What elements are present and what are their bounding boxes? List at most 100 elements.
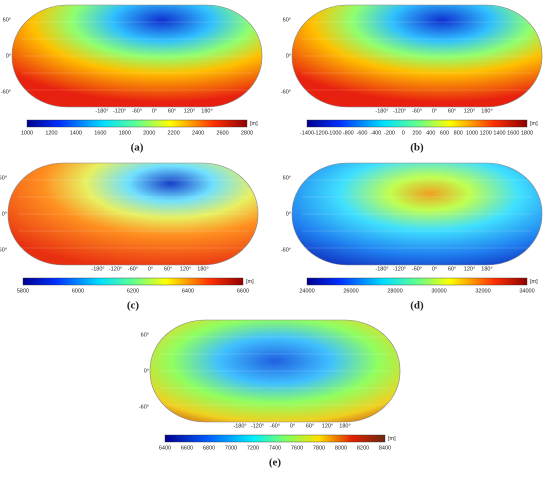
lat-label: 60°: [283, 17, 291, 23]
colorbar-unit: [m]: [530, 121, 538, 127]
colorbar-tick-label: 6200: [127, 288, 139, 294]
panel-label: (a): [131, 142, 144, 154]
lon-label: 0°: [432, 266, 437, 272]
colorbar-tick-label: 6400: [159, 445, 171, 451]
colorbar-tick-label: -1200: [314, 130, 328, 136]
colorbar-tick-label: 1000: [21, 130, 33, 136]
colorbar-tick-label: 2400: [192, 130, 204, 136]
colorbar-tick-label: 6000: [72, 288, 84, 294]
colorbar-tick-label: 1200: [45, 130, 57, 136]
colorbar-tick-label: 2000: [143, 130, 155, 136]
panel-label: (d): [410, 300, 424, 312]
colorbar-tick-label: -1400: [300, 130, 314, 136]
lon-label: 180°: [339, 423, 350, 429]
colorbar-tick-label: 2800: [241, 130, 253, 136]
lat-label: 60°: [141, 332, 149, 338]
colorbar-tick-label: 600: [440, 130, 449, 136]
map: [291, 162, 543, 266]
lat-label: 60°: [3, 17, 11, 23]
colorbar-tick-label: 6600: [237, 288, 249, 294]
lat-label: -60°: [0, 247, 7, 253]
colorbar-tick-label: 1800: [521, 130, 533, 136]
lon-label: 120°: [322, 423, 333, 429]
colorbar-tick-label: 1800: [119, 130, 131, 136]
lon-label: 120°: [464, 266, 475, 272]
colorbar-tick-label: 7200: [247, 445, 259, 451]
lon-label: 180°: [201, 108, 212, 114]
colorbar-unit: [m]: [530, 279, 538, 285]
colorbar-tick-label: 5800: [17, 288, 29, 294]
panel-label: (c): [127, 300, 140, 312]
lat-label: 0°: [2, 211, 7, 217]
lon-label: -120°: [393, 266, 406, 272]
colorbar-tick-label: 34000: [519, 288, 534, 294]
colorbar-tick-label: 30000: [431, 288, 446, 294]
lon-label: -180°: [375, 266, 388, 272]
lon-label: -180°: [375, 108, 388, 114]
colorbar-tick-label: 8000: [335, 445, 347, 451]
lon-label: 0°: [152, 108, 157, 114]
colorbar-tick-label: 6400: [182, 288, 194, 294]
lon-label: 60°: [168, 108, 176, 114]
colorbar-tick-label: 0: [402, 130, 405, 136]
lon-label: 60°: [448, 108, 456, 114]
lon-label: 60°: [306, 423, 314, 429]
map: [291, 4, 543, 108]
colorbar-tick-label: 8200: [357, 445, 369, 451]
lat-label: -60°: [139, 404, 149, 410]
colorbar-tick-label: 1000: [466, 130, 478, 136]
lon-label: 120°: [184, 108, 195, 114]
colorbar-tick-label: 7800: [313, 445, 325, 451]
colorbar-tick-label: 7400: [269, 445, 281, 451]
lat-label: 60°: [283, 175, 291, 181]
lat-label: 0°: [6, 53, 11, 59]
map: [149, 319, 401, 423]
lon-label: -60°: [128, 266, 138, 272]
colorbar: [26, 119, 248, 128]
colorbar-tick-label: 1600: [507, 130, 519, 136]
lon-label: 120°: [464, 108, 475, 114]
lon-label: -120°: [109, 266, 122, 272]
lat-label: 0°: [286, 211, 291, 217]
lon-label: -120°: [113, 108, 126, 114]
lon-label: -60°: [270, 423, 280, 429]
lon-label: -120°: [251, 423, 264, 429]
lat-label: -60°: [1, 89, 11, 95]
lon-label: 180°: [481, 108, 492, 114]
lon-label: 0°: [432, 108, 437, 114]
colorbar-tick-label: 28000: [387, 288, 402, 294]
colorbar-tick-label: 6600: [181, 445, 193, 451]
lon-label: 120°: [180, 266, 191, 272]
lon-label: -120°: [393, 108, 406, 114]
colorbar-tick-label: 6800: [203, 445, 215, 451]
colorbar-tick-label: 400: [426, 130, 435, 136]
colorbar-unit: [m]: [246, 279, 254, 285]
lon-label: -60°: [132, 108, 142, 114]
colorbar-unit: [m]: [388, 436, 396, 442]
lon-label: -180°: [95, 108, 108, 114]
colorbar-tick-label: 8400: [379, 445, 391, 451]
colorbar-tick-label: 800: [454, 130, 463, 136]
colorbar: [306, 277, 528, 286]
colorbar-tick-label: 26000: [343, 288, 358, 294]
lat-label: -60°: [281, 247, 291, 253]
panel-label: (b): [410, 142, 424, 154]
map: [11, 4, 263, 108]
colorbar-tick-label: 1400: [70, 130, 82, 136]
colorbar-tick-label: 2600: [216, 130, 228, 136]
colorbar-tick-label: 24000: [299, 288, 314, 294]
colorbar-tick-label: 7000: [225, 445, 237, 451]
colorbar-tick-label: -400: [370, 130, 381, 136]
colorbar-tick-label: 32000: [475, 288, 490, 294]
map: [7, 162, 259, 266]
lon-label: -60°: [412, 266, 422, 272]
lon-label: 0°: [148, 266, 153, 272]
colorbar-tick-label: 200: [412, 130, 421, 136]
colorbar-tick-label: -800: [343, 130, 354, 136]
colorbar-tick-label: 1600: [94, 130, 106, 136]
lat-label: 0°: [286, 53, 291, 59]
lat-label: -60°: [281, 89, 291, 95]
colorbar-unit: [m]: [250, 121, 258, 127]
lat-label: 0°: [144, 368, 149, 374]
